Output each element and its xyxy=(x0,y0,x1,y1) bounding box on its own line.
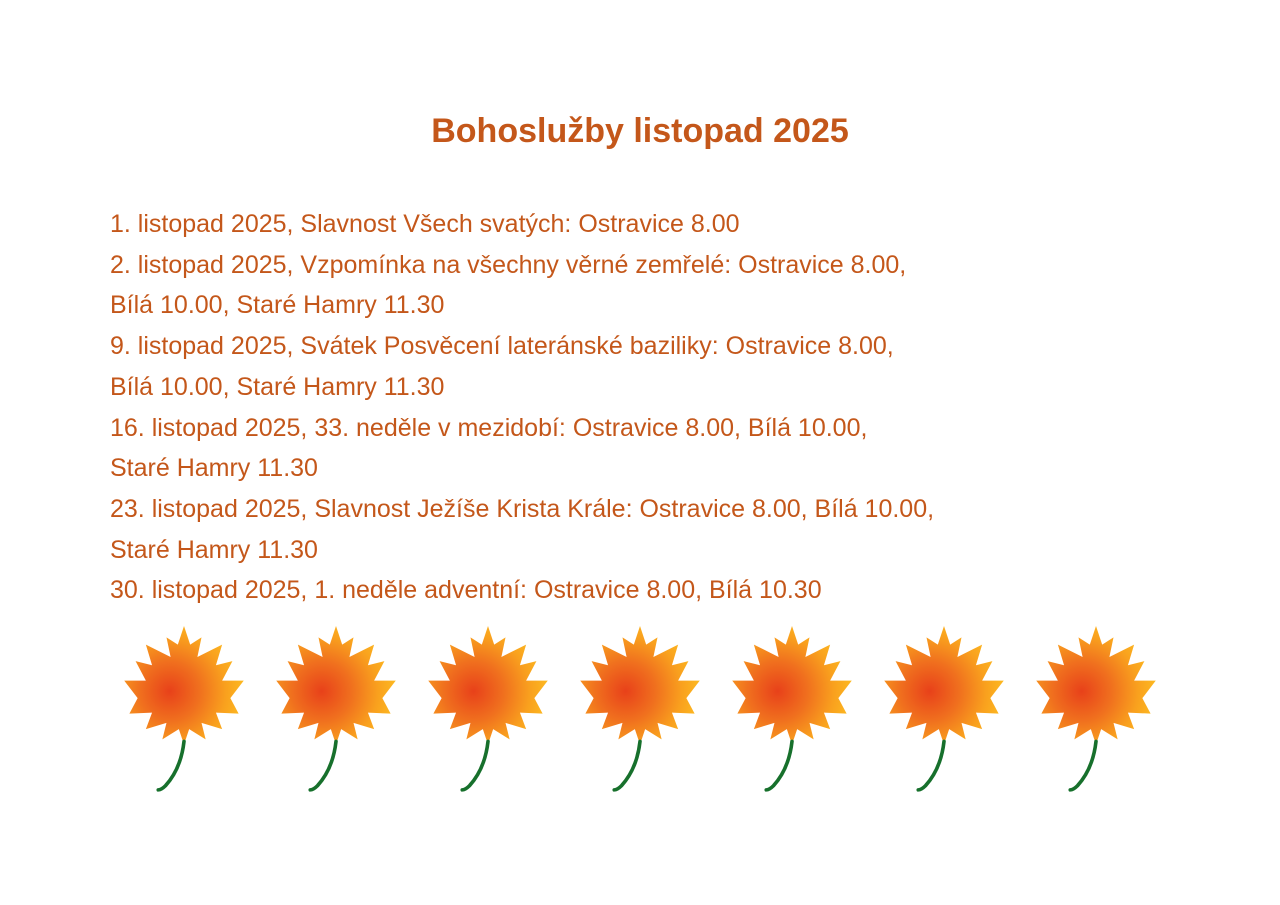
schedule: 1. listopad 2025, Slavnost Všech svatých… xyxy=(110,204,934,611)
schedule-line: Staré Hamry 11.30 xyxy=(110,454,318,483)
maple-leaf-icon xyxy=(882,624,1006,794)
maple-leaf-icon xyxy=(426,624,550,794)
schedule-line: Bílá 10.00, Staré Hamry 11.30 xyxy=(110,372,445,401)
page-title: Bohoslužby listopad 2025 xyxy=(431,112,849,150)
maple-leaf-icon xyxy=(122,624,246,794)
schedule-line: 2. listopad 2025, Vzpomínka na všechny v… xyxy=(110,250,907,279)
maple-leaf-icon xyxy=(1034,624,1158,794)
maple-leaf-icon xyxy=(274,624,398,794)
schedule-line: Staré Hamry 11.30 xyxy=(110,535,318,564)
schedule-line: 30. listopad 2025, 1. neděle adventní: O… xyxy=(110,576,822,605)
maple-leaf-icon xyxy=(578,624,702,794)
schedule-line: Bílá 10.00, Staré Hamry 11.30 xyxy=(110,291,445,320)
leaves-row xyxy=(0,624,1280,794)
schedule-line: 16. listopad 2025, 33. neděle v mezidobí… xyxy=(110,413,868,442)
maple-leaf-icon xyxy=(730,624,854,794)
schedule-line: 23. listopad 2025, Slavnost Ježíše Krist… xyxy=(110,494,935,523)
schedule-line: 9. listopad 2025, Svátek Posvěcení later… xyxy=(110,332,894,361)
schedule-line: 1. listopad 2025, Slavnost Všech svatých… xyxy=(110,210,740,238)
